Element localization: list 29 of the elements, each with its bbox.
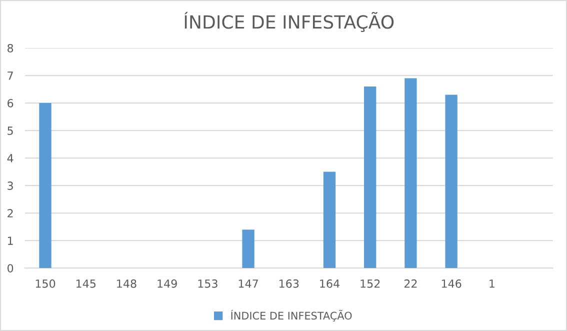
x-tick-label: 164 bbox=[320, 279, 340, 288]
x-tick-label: 1 bbox=[490, 280, 494, 288]
x-tick-label: 148 bbox=[117, 279, 136, 288]
y-tick-label: 7 bbox=[8, 72, 13, 80]
x-tick-label: 22 bbox=[404, 279, 417, 288]
legend-label: ÍNDICE DE INFESTAÇÃO bbox=[231, 310, 352, 322]
y-tick-label: 3 bbox=[8, 182, 13, 190]
y-tick-label: 0 bbox=[8, 264, 14, 272]
x-tick-label: 153 bbox=[198, 279, 218, 288]
y-tick-label: 6 bbox=[8, 99, 14, 108]
x-tick-label: 149 bbox=[158, 279, 177, 288]
bar bbox=[242, 230, 254, 268]
bar bbox=[364, 86, 376, 268]
x-tick-label: 146 bbox=[442, 279, 462, 288]
y-tick-label: 5 bbox=[8, 126, 13, 135]
x-tick-label: 163 bbox=[280, 279, 299, 288]
bar bbox=[39, 103, 52, 268]
bar bbox=[404, 78, 417, 268]
bar bbox=[323, 172, 336, 268]
y-tick-label: 1 bbox=[8, 236, 13, 245]
bar bbox=[445, 94, 458, 268]
x-tick-label: 145 bbox=[76, 280, 96, 288]
x-tick-label: 150 bbox=[36, 279, 56, 288]
chart-title: ÍNDICE DE INFESTAÇÃO bbox=[184, 12, 394, 32]
x-tick-label: 147 bbox=[238, 280, 258, 288]
y-tick-label: 4 bbox=[7, 154, 14, 162]
y-tick-label: 2 bbox=[8, 209, 13, 218]
x-tick-label: 152 bbox=[360, 279, 380, 288]
y-tick-label: 8 bbox=[8, 44, 14, 52]
